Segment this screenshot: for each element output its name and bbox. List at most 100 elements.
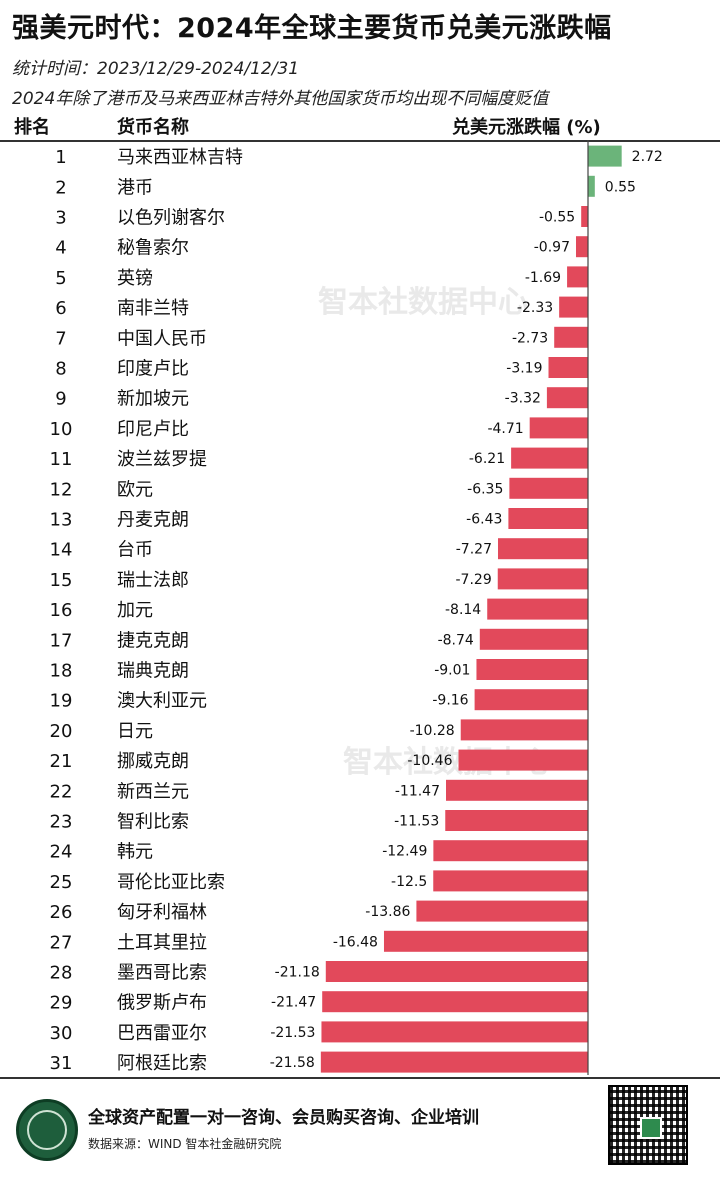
currency-name: 英镑 — [117, 268, 153, 289]
currency-name: 挪威克朗 — [117, 751, 189, 772]
bar — [508, 508, 588, 529]
currency-name: 中国人民币 — [117, 328, 207, 349]
rank-label: 8 — [55, 359, 66, 380]
bar — [320, 1051, 588, 1073]
data-label: -3.32 — [505, 391, 541, 407]
data-label: -8.14 — [445, 602, 481, 618]
page-title: 强美元时代：2024年全球主要货币兑美元涨跌幅 — [12, 13, 612, 44]
data-label: -0.55 — [539, 210, 575, 226]
data-label: -11.47 — [395, 783, 440, 799]
bar — [416, 900, 588, 922]
data-label: 0.55 — [605, 179, 636, 195]
rank-label: 31 — [50, 1053, 73, 1074]
data-label: -21.47 — [271, 995, 316, 1011]
data-label: -7.29 — [456, 572, 492, 588]
currency-name: 南非兰特 — [117, 298, 189, 319]
bar — [325, 961, 588, 982]
currency-name: 加元 — [117, 600, 153, 621]
institute-logo-icon — [16, 1099, 78, 1161]
footer: 全球资产配置一对一咨询、会员购买咨询、企业培训 数据来源：WIND 智本社金融研… — [0, 1077, 720, 1177]
table-header: 排名 货币名称 兑美元涨跌幅 (%) — [0, 110, 720, 142]
rank-label: 19 — [50, 691, 73, 712]
rank-label: 7 — [55, 328, 66, 349]
data-label: -21.18 — [275, 965, 320, 981]
rank-label: 10 — [50, 419, 73, 440]
data-label: -21.58 — [270, 1055, 315, 1071]
bar — [581, 206, 588, 227]
data-label: -8.74 — [438, 632, 474, 648]
data-label: -4.71 — [487, 421, 523, 437]
data-label: -11.53 — [394, 814, 439, 830]
data-label: 2.72 — [632, 149, 663, 165]
rank-label: 1 — [55, 147, 66, 168]
statistics-period: 统计时间：2023/12/29-2024/12/31 — [12, 59, 300, 79]
bar — [458, 749, 588, 771]
rank-label: 27 — [50, 932, 73, 953]
watermark-text: 智本社数据中心 — [318, 285, 528, 320]
data-label: -6.21 — [469, 451, 505, 467]
currency-name: 新西兰元 — [117, 781, 189, 802]
bar — [479, 628, 588, 650]
data-label: -1.69 — [525, 270, 561, 286]
bar — [575, 236, 588, 258]
currency-name: 秘鲁索尔 — [117, 238, 189, 259]
bar — [588, 175, 595, 197]
bar — [546, 387, 588, 409]
bar — [497, 538, 588, 560]
rank-label: 28 — [50, 963, 73, 984]
currency-name: 台币 — [117, 540, 153, 561]
data-source: 数据来源：WIND 智本社金融研究院 — [88, 1137, 282, 1151]
data-label: -10.46 — [407, 753, 452, 769]
data-label: -6.35 — [467, 481, 503, 497]
currency-column-header: 货币名称 — [117, 117, 189, 138]
currency-name: 印尼卢比 — [117, 419, 189, 440]
rank-label: 29 — [50, 993, 73, 1014]
currency-name: 土耳其里拉 — [117, 932, 207, 953]
rank-label: 13 — [50, 510, 73, 531]
bar — [497, 568, 588, 590]
currency-name: 丹麦克朗 — [117, 510, 189, 531]
currency-name: 墨西哥比索 — [117, 963, 207, 984]
currency-name: 波兰兹罗提 — [117, 449, 207, 470]
bar — [511, 447, 588, 469]
currency-name: 匈牙利福林 — [117, 902, 207, 923]
rank-label: 4 — [55, 238, 66, 259]
data-label: -7.27 — [456, 542, 492, 558]
currency-name: 欧元 — [117, 479, 153, 500]
currency-name: 俄罗斯卢布 — [117, 993, 207, 1014]
bar — [445, 810, 588, 831]
bar — [548, 357, 588, 378]
bar — [476, 659, 588, 680]
qr-code-icon — [608, 1085, 688, 1165]
rank-label: 26 — [50, 902, 73, 923]
bar — [433, 870, 588, 892]
currency-name: 捷克克朗 — [117, 630, 189, 651]
rank-label: 21 — [50, 751, 73, 772]
rank-label: 14 — [50, 540, 73, 561]
currency-name: 阿根廷比索 — [117, 1053, 207, 1074]
rank-label: 17 — [50, 630, 73, 651]
rank-label: 6 — [55, 298, 66, 319]
currency-name: 以色列谢客尔 — [117, 208, 225, 229]
value-column-header: 兑美元涨跌幅 (%) — [452, 117, 601, 138]
currency-name: 瑞典克朗 — [117, 661, 189, 682]
rank-label: 11 — [50, 449, 73, 470]
rank-label: 23 — [50, 812, 73, 833]
bar — [460, 719, 588, 741]
bar — [487, 598, 588, 620]
bar — [554, 326, 588, 348]
currency-name: 日元 — [117, 721, 153, 742]
currency-name: 哥伦比亚比索 — [117, 872, 225, 893]
bar — [567, 266, 588, 288]
rank-label: 16 — [50, 600, 73, 621]
data-label: -10.28 — [410, 723, 455, 739]
bar — [321, 1021, 588, 1043]
bar — [529, 417, 588, 439]
data-label: -3.19 — [506, 361, 542, 377]
data-label: -12.49 — [382, 844, 427, 860]
rank-label: 20 — [50, 721, 73, 742]
currency-name: 新加坡元 — [117, 389, 189, 410]
bar — [474, 689, 588, 711]
currency-name: 瑞士法郎 — [117, 570, 189, 591]
data-label: -0.97 — [534, 240, 570, 256]
